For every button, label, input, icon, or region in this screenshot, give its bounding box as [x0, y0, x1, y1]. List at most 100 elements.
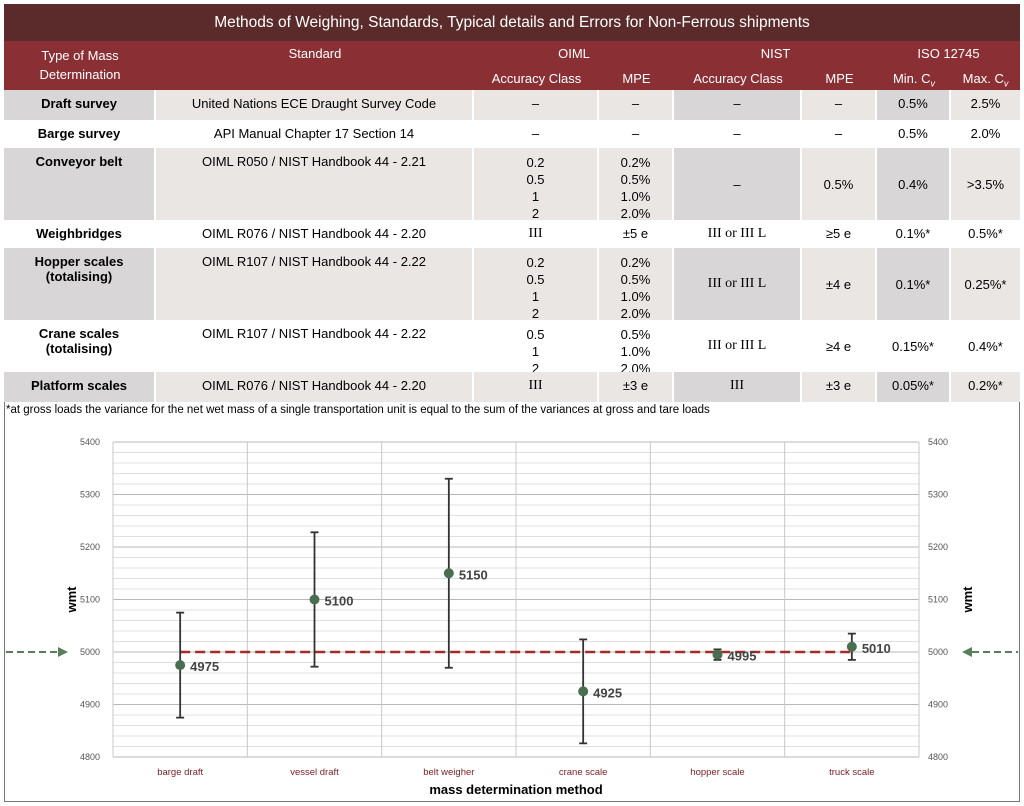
oiml-accuracy-value: 1	[531, 289, 540, 304]
cell-type: Hopper scales (totalising)	[4, 248, 156, 320]
cell-standard: OIML R050 / NIST Handbook 44 - 2.21	[156, 148, 474, 220]
cell-nist-mpe: ≥4 e	[802, 320, 877, 372]
cell-min-cv: 0.4%	[877, 148, 951, 220]
header-oiml-accuracy: Accuracy Class	[491, 71, 582, 86]
cell-type: Weighbridges	[4, 220, 156, 248]
table-header: Type of Mass Determination Standard OIML…	[4, 41, 1020, 90]
cell-oiml-accuracy: 0.2 0.5 1 2	[474, 248, 599, 321]
data-point	[578, 686, 589, 697]
cell-nist-accuracy: –	[674, 120, 802, 148]
x-axis-title: mass determination method	[429, 782, 602, 797]
oiml-accuracy-value: 0.2	[526, 255, 545, 270]
oiml-accuracy-value: 0.5	[526, 172, 545, 187]
cell-max-cv: 0.25%*	[951, 248, 1020, 320]
cell-max-cv: 0.2%*	[951, 372, 1020, 402]
header-oiml: OIML	[558, 46, 590, 61]
right-arrow-head	[962, 647, 972, 657]
table-row: Conveyor belt OIML R050 / NIST Handbook 4…	[4, 148, 1020, 221]
oiml-accuracy-value: 0.2	[526, 155, 545, 170]
y-tick-label-right: 4900	[928, 700, 948, 710]
header-min-cv: Min. Cv	[892, 71, 936, 89]
oiml-accuracy-value: 1	[531, 344, 540, 359]
y-axis-title-right: wmt	[960, 586, 975, 614]
cell-nist-accuracy: III	[674, 372, 802, 402]
y-tick-label-left: 5300	[80, 490, 100, 500]
header-standard: Standard	[288, 46, 342, 61]
scatter-chart: 4800 4800 4900 4900 5000 5000 5100 5100 5200 5200…	[6, 437, 1018, 797]
cell-oiml-mpe: 0.2% 0.5% 1.0% 2.0%	[599, 248, 674, 321]
cell-oiml-mpe: ±3 e	[599, 372, 674, 402]
cell-standard: United Nations ECE Draught Survey Code	[156, 90, 474, 120]
oiml-accuracy-value: 0.5	[526, 272, 545, 287]
cell-type: Draft survey	[4, 90, 156, 120]
cell-max-cv: >3.5%	[951, 148, 1020, 220]
y-tick-label-left: 4900	[80, 700, 100, 710]
x-category-label: belt weigher	[423, 767, 474, 778]
header-type: Type of Mass Determination	[39, 48, 121, 82]
data-point	[846, 641, 857, 652]
table-title: Methods of Weighing, Standards, Typical …	[4, 4, 1020, 41]
cell-max-cv: 0.4%*	[951, 320, 1020, 372]
oiml-accuracy-value: 2	[531, 361, 540, 376]
cell-oiml-accuracy: 0.5 1 2	[474, 320, 599, 376]
oiml-accuracy-value: 0.5	[526, 327, 545, 342]
cell-standard: API Manual Chapter 17 Section 14	[156, 120, 474, 148]
oiml-mpe-value: 1.0%	[620, 289, 651, 304]
data-point	[309, 594, 320, 605]
table-row: Hopper scales (totalising) OIML R107 / NI…	[4, 248, 1020, 321]
header-nist-accuracy: Accuracy Class	[693, 71, 783, 86]
table-row: Crane scales (totalising) OIML R107 / NIS…	[4, 320, 1020, 376]
cell-oiml-accuracy: –	[474, 120, 599, 148]
cell-max-cv: 2.0%	[951, 120, 1020, 148]
oiml-mpe-value: 0.5%	[620, 172, 651, 187]
table-row: Barge survey API Manual Chapter 17 Sectio…	[4, 120, 1020, 148]
data-point	[175, 660, 186, 671]
oiml-accuracy-value: 1	[531, 189, 540, 204]
y-tick-label-right: 5300	[928, 490, 948, 500]
cell-standard: OIML R076 / NIST Handbook 44 - 2.20	[156, 220, 474, 248]
cell-max-cv: 2.5%	[951, 90, 1020, 120]
cell-nist-mpe: ≥5 e	[802, 220, 877, 248]
oiml-mpe-value: 0.5%	[620, 272, 651, 287]
cell-oiml-mpe: ±5 e	[599, 220, 674, 248]
x-category-label: crane scale	[559, 767, 608, 778]
y-tick-label-right: 5000	[928, 647, 948, 657]
data-label: 4995	[728, 649, 757, 664]
cell-nist-accuracy: III or III L	[674, 320, 802, 372]
data-point	[712, 649, 723, 660]
x-category-label: barge draft	[157, 767, 203, 778]
cell-max-cv: 0.5%*	[951, 220, 1020, 248]
oiml-mpe-value: 0.5%	[620, 327, 651, 342]
oiml-mpe-value: 2.0%	[620, 206, 651, 221]
x-category-label: hopper scale	[690, 767, 744, 778]
cell-oiml-mpe: 0.2% 0.5% 1.0% 2.0%	[599, 148, 674, 221]
cell-min-cv: 0.05%*	[877, 372, 951, 402]
cell-nist-accuracy: –	[674, 90, 802, 120]
left-arrow-head	[58, 647, 68, 657]
y-tick-label-left: 5200	[80, 542, 100, 552]
cell-min-cv: 0.5%	[877, 120, 951, 148]
cell-nist-accuracy: III or III L	[674, 220, 802, 248]
x-category-label: truck scale	[829, 767, 874, 778]
cell-type: Conveyor belt	[4, 148, 156, 220]
cell-nist-mpe: –	[802, 90, 877, 120]
data-label: 4925	[593, 685, 622, 700]
data-point	[443, 568, 454, 579]
table-row: Draft survey United Nations ECE Draught S…	[4, 90, 1020, 120]
header-max-cv: Max. Cv	[962, 71, 1009, 89]
cell-nist-accuracy: –	[674, 148, 802, 220]
cell-oiml-mpe: –	[599, 120, 674, 148]
cell-oiml-accuracy: III	[474, 220, 599, 248]
header-nist: NIST	[760, 46, 791, 61]
cell-type: Crane scales (totalising)	[4, 320, 156, 372]
data-label: 5010	[862, 641, 891, 656]
y-axis-title-left: wmt	[64, 586, 79, 614]
oiml-mpe-value: 1.0%	[620, 344, 651, 359]
cell-nist-mpe: ±3 e	[802, 372, 877, 402]
table-row: Weighbridges OIML R076 / NIST Handbook 44…	[4, 220, 1020, 248]
cell-min-cv: 0.15%*	[877, 320, 951, 372]
cell-min-cv: 0.1%*	[877, 248, 951, 320]
y-tick-label-left: 5100	[80, 595, 100, 605]
cell-type: Barge survey	[4, 120, 156, 148]
cell-oiml-mpe: –	[599, 90, 674, 120]
